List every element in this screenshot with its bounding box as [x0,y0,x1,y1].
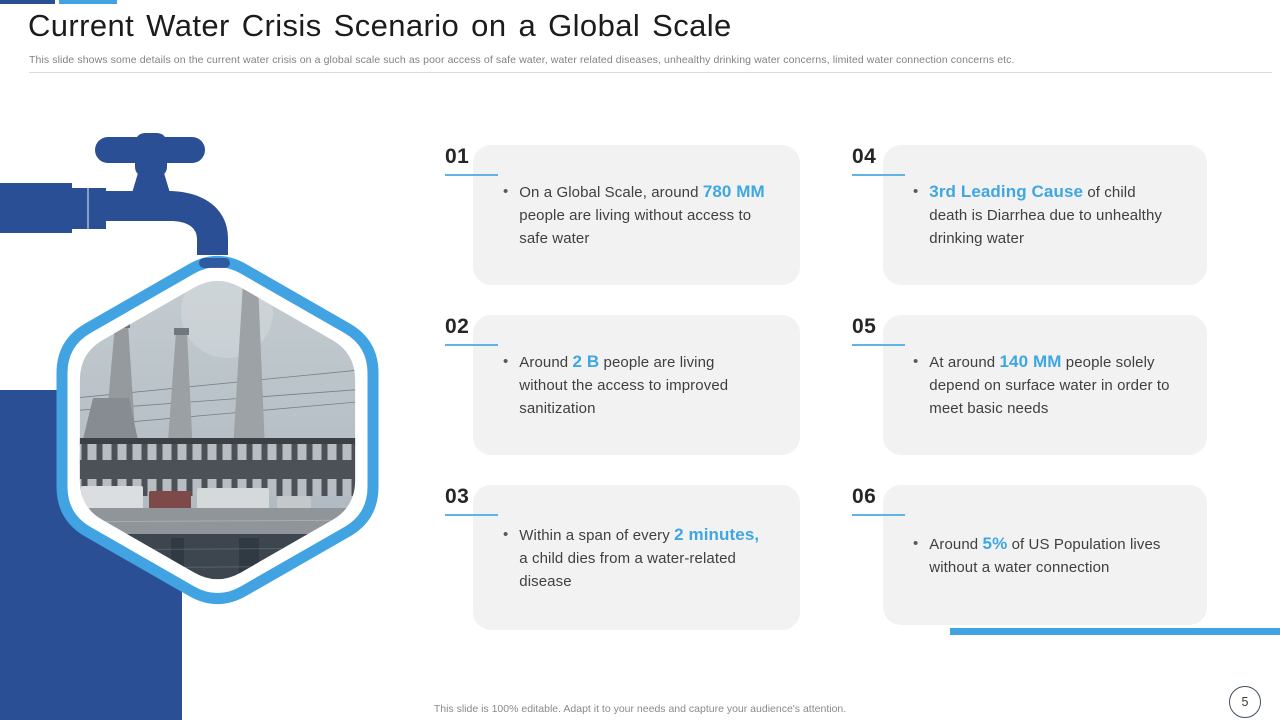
bullet-icon: • [503,353,509,370]
card-body: • 3rd Leading Cause of child death is Di… [883,145,1207,285]
highlight-text: 780 MM [702,182,765,201]
card-text-pre: Within a span of every [519,526,675,544]
card-body: • On a Global Scale, around 780 MM peopl… [473,145,800,285]
highlight-text: 140 MM [999,352,1062,371]
card-number-underline [852,344,905,346]
photo-content [79,280,356,580]
industrial-plant-photo [56,255,379,605]
bottom-accent-bar [950,628,1280,635]
card-body: • At around 140 MM people solely depend … [883,315,1207,455]
card-number-underline [445,514,498,516]
card-number: 01 [445,145,470,168]
card-body: • Around 2 B people are living without t… [473,315,800,455]
card-text-post: people are living without the access to … [519,354,729,417]
bullet-icon: • [503,183,509,200]
card-text-post: people are living without access to safe… [519,207,752,247]
card-number: 06 [852,485,877,508]
highlight-text: 2 B [572,352,600,371]
info-card-3: 03 • Within a span of every 2 minutes, a… [445,485,805,630]
page-number: 5 [1241,695,1249,709]
page-title: Current Water Crisis Scenario on a Globa… [28,8,732,43]
highlight-text: 5% [982,533,1008,553]
bullet-icon: • [913,183,919,200]
card-text-post: of US Population lives without a water c… [929,535,1161,576]
card-text-post: a child dies from a water-related diseas… [519,549,736,590]
card-text-pre: Around [929,535,983,553]
info-card-6: 06 • Around 5% of US Population lives wi… [852,485,1212,625]
info-card-2: 02 • Around 2 B people are living withou… [445,315,805,455]
card-text-post: of child death is Diarrhea due to unheal… [929,184,1162,247]
card-number: 02 [445,315,470,338]
page-subtitle: This slide shows some details on the cur… [29,54,1015,66]
card-text-pre: Around [519,354,573,371]
card-text: Around 5% of US Population lives without… [929,532,1176,579]
card-text-pre: On a Global Scale, around [519,184,703,201]
card-text: On a Global Scale, around 780 MM people … [519,180,766,250]
page-number-badge: 5 [1229,686,1261,718]
bullet-icon: • [503,525,509,543]
card-body: • Around 5% of US Population lives witho… [883,485,1207,625]
highlight-text: 2 minutes, [674,524,760,544]
info-card-4: 04 • 3rd Leading Cause of child death is… [852,145,1212,285]
card-text: At around 140 MM people solely depend on… [929,350,1176,420]
bullet-icon: • [913,353,919,370]
card-text-pre: At around [929,354,1000,371]
card-number: 03 [445,485,470,508]
card-text-post: people solely depend on surface water in… [929,354,1170,417]
faucet-icon [0,133,230,268]
info-card-5: 05 • At around 140 MM people solely depe… [852,315,1212,455]
card-body: • Within a span of every 2 minutes, a ch… [473,485,800,630]
top-accent-bar-dark [0,0,55,4]
card-number-underline [445,344,498,346]
card-number-underline [852,514,905,516]
card-number-underline [852,174,905,176]
header-divider [29,72,1272,73]
footer-note: This slide is 100% editable. Adapt it to… [433,703,847,715]
info-card-1: 01 • On a Global Scale, around 780 MM pe… [445,145,805,285]
card-number-underline [445,174,498,176]
card-text: 3rd Leading Cause of child death is Diar… [929,180,1176,250]
card-number: 05 [852,315,877,338]
highlight-text: 3rd Leading Cause [929,182,1084,201]
card-text: Around 2 B people are living without the… [519,350,766,420]
card-number: 04 [852,145,877,168]
bullet-icon: • [913,534,919,552]
top-accent-bar-light [59,0,117,4]
card-text: Within a span of every 2 minutes, a chil… [519,523,766,593]
